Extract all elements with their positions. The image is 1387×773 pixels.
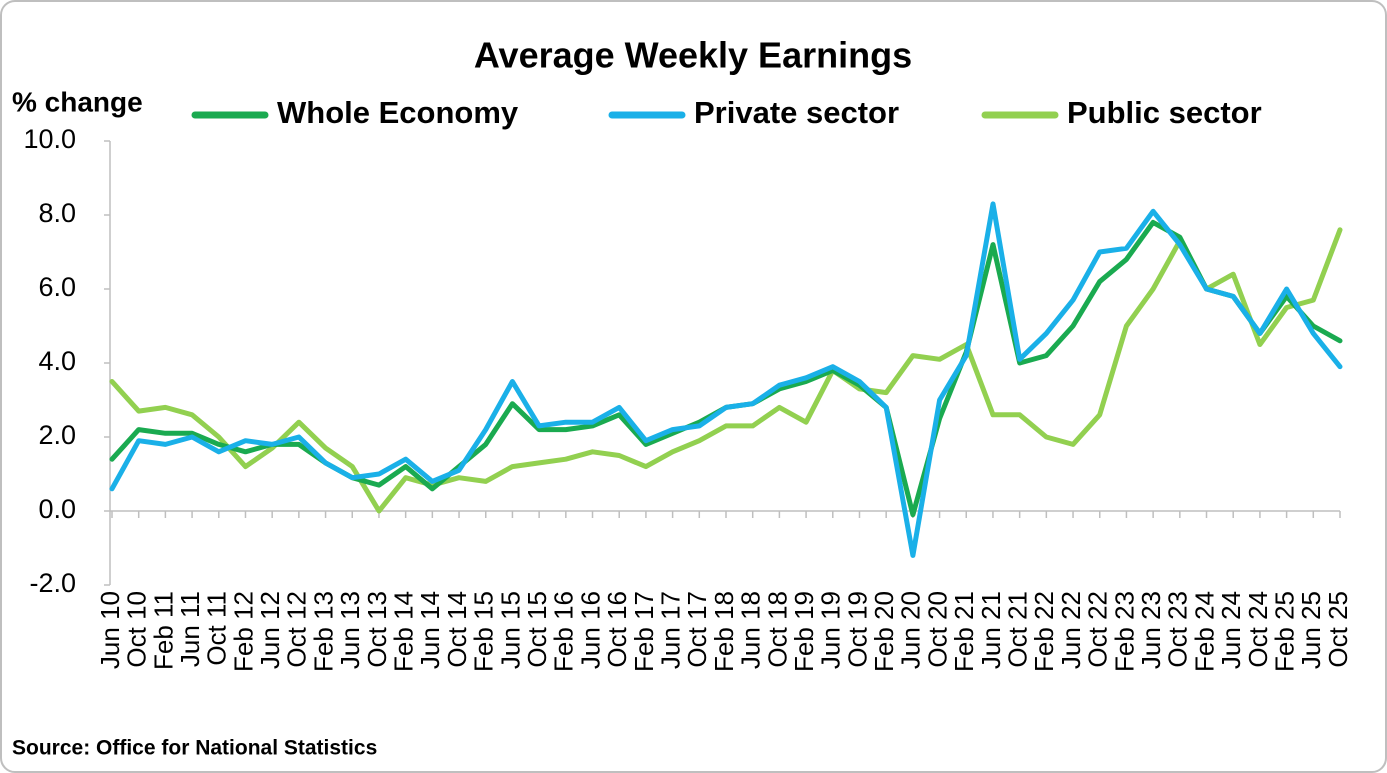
series-line	[109, 227, 1343, 514]
x-tick-label: Jun 13	[335, 591, 365, 669]
x-tick-label: Jun 14	[415, 591, 445, 669]
x-tick-label: Jun 23	[1136, 591, 1166, 669]
x-tick-label: Jun 19	[816, 591, 846, 669]
y-tick-label: -2.0	[29, 568, 76, 598]
y-tick-label: 6.0	[38, 272, 76, 302]
x-tick-label: Feb 13	[308, 591, 338, 672]
x-tick-label: Oct 24	[1243, 591, 1273, 668]
y-tick-label: 2.0	[38, 420, 76, 450]
legend-label: Whole Economy	[277, 95, 519, 130]
x-tick-label: Feb 11	[148, 591, 178, 670]
x-tick-label: Jun 21	[976, 591, 1006, 669]
source-note: Source: Office for National Statistics	[12, 737, 377, 760]
legend-label: Private sector	[694, 95, 899, 130]
y-axis-label: % change	[12, 86, 143, 117]
legend-label: Public sector	[1067, 95, 1262, 130]
x-tick-label: Jun 11	[175, 591, 205, 667]
x-tick-label: Oct 16	[602, 591, 632, 668]
x-tick-label: Jun 18	[736, 591, 766, 669]
x-tick-label: Feb 14	[389, 591, 419, 672]
x-tick-label: Jun 20	[896, 591, 926, 669]
x-tick-label: Feb 15	[469, 591, 499, 672]
x-tick-label: Feb 25	[1269, 591, 1299, 672]
y-tick-label: 4.0	[38, 346, 76, 376]
x-tick-label: Jun 10	[95, 591, 125, 669]
x-tick-label: Feb 20	[869, 591, 899, 672]
x-tick-label: Jun 25	[1296, 591, 1326, 669]
x-tick-label: Oct 20	[922, 591, 952, 668]
x-tick-label: Oct 12	[282, 591, 312, 668]
x-tick-label: Feb 24	[1189, 591, 1219, 672]
x-tick-label: Feb 17	[629, 591, 659, 672]
x-tick-label: Feb 19	[789, 591, 819, 672]
x-tick-label: Oct 19	[842, 591, 872, 668]
x-tick-label: Oct 18	[762, 591, 792, 668]
x-tick-label: Feb 21	[949, 591, 979, 672]
x-tick-label: Oct 15	[522, 591, 552, 668]
series-line	[109, 201, 1343, 558]
y-tick-label: 8.0	[38, 198, 76, 228]
x-tick-label: Feb 23	[1109, 591, 1139, 672]
x-tick-label: Jun 24	[1216, 591, 1246, 669]
x-tick-label: Feb 18	[709, 591, 739, 672]
x-tick-label: Jun 22	[1056, 591, 1086, 669]
x-tick-label: Oct 25	[1323, 591, 1353, 668]
x-tick-label: Jun 17	[655, 591, 685, 669]
chart-title: Average Weekly Earnings	[474, 35, 912, 76]
x-tick-label: Oct 22	[1083, 591, 1113, 668]
x-tick-label: Oct 14	[442, 591, 472, 668]
x-tick-label: Jun 12	[255, 591, 285, 669]
y-tick-label: 10.0	[23, 124, 76, 154]
x-tick-label: Feb 22	[1029, 591, 1059, 672]
x-tick-label: Feb 16	[549, 591, 579, 672]
x-tick-label: Oct 11	[202, 591, 232, 666]
y-tick-label: 0.0	[38, 494, 76, 524]
x-tick-label: Jun 16	[575, 591, 605, 669]
x-tick-label: Oct 17	[682, 591, 712, 668]
x-tick-label: Oct 10	[122, 591, 152, 668]
x-tick-label: Oct 23	[1163, 591, 1193, 668]
x-tick-label: Jun 15	[495, 591, 525, 669]
x-tick-label: Oct 13	[362, 591, 392, 668]
x-tick-label: Feb 12	[228, 591, 258, 672]
x-tick-label: Oct 21	[1003, 591, 1033, 668]
